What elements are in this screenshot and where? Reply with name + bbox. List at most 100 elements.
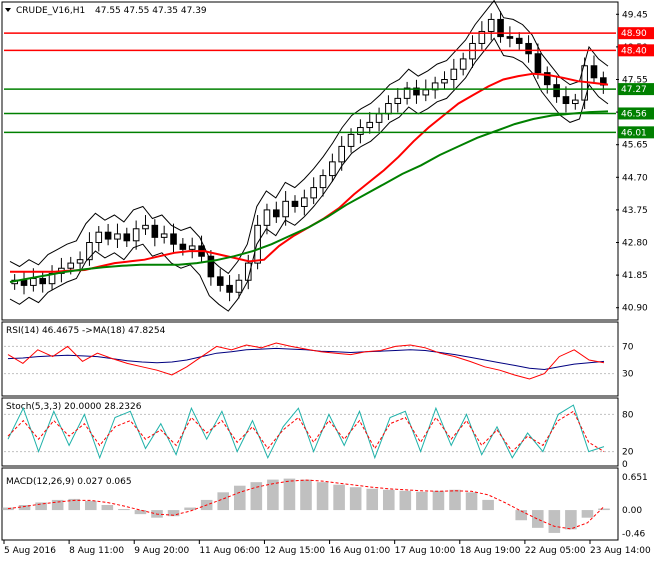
macd-bar [51,499,64,511]
level-label: 48.40 [621,46,647,56]
symbol-label: CRUDE_V16,H1 [16,6,85,16]
candle-body [441,78,448,84]
macd-bar [84,500,97,511]
candle-body [515,37,523,44]
band-lower [9,37,609,312]
macd-plot: 0.651 0.00 -0.46 [2,473,648,539]
macd-bar [134,510,147,515]
candle-body [338,145,346,163]
candle-body [347,133,355,147]
price-tick-label: 41.85 [622,271,648,281]
candle-body [179,243,187,250]
macd-bar [68,498,81,511]
dropdown-arrow-icon[interactable] [5,8,11,12]
macd-bar [366,488,379,511]
candle-body [151,224,159,238]
level-label: 46.01 [621,128,647,138]
candle-body [478,30,486,44]
candle-body [459,58,467,70]
macd-bar [382,489,395,511]
candle-body [20,279,28,286]
candle-body [207,255,215,278]
level-label-bg [618,44,654,57]
candle-body [272,209,280,218]
time-tick-label: 17 Aug 10:00 [395,546,456,556]
candle-body [244,262,252,281]
candle-body [95,231,103,244]
time-tick-label: 16 Aug 01:00 [330,546,391,556]
level-label: 48.90 [621,29,647,39]
macd-bar [515,510,528,521]
price-tick-label: 49.45 [622,10,648,20]
macd-panel [1,467,619,541]
candle-body [450,68,458,80]
macd-bar [233,485,246,511]
candle-body [562,96,570,105]
macd-bar [283,478,296,511]
macd-bar [2,507,14,511]
price-tick-label: 45.65 [622,141,648,151]
macd-bar [18,505,31,511]
macd-bar [184,507,196,511]
macd-bar [531,510,544,528]
candle-body [553,84,560,98]
macd-bar [598,508,610,511]
candle-body [123,233,131,242]
candle-body [394,97,402,105]
candle-body [357,127,364,135]
rsi-label: RSI(14) 46.4675 ->MA(18) 47.8254 [6,326,166,336]
candle-body [497,18,504,38]
candle-body [104,231,112,240]
candle-body [160,233,168,238]
macd-bar [167,510,180,517]
macd-bar [449,489,461,511]
macd-bar [482,499,494,511]
candle-body [291,200,299,207]
macd-signal-line [7,479,605,530]
time-axis: 5 Aug 2016 8 Aug 11:00 9 Aug 20:00 11 Aug 0… [3,540,651,556]
stoch-tick-label: 0 [622,460,628,470]
time-tick-label: 12 Aug 15:00 [264,546,325,556]
level-label: 46.56 [621,109,647,119]
candle-body [590,65,598,79]
macd-bar [250,482,263,511]
macd-bar [101,505,114,511]
price-tick-label: 43.75 [622,206,648,216]
stoch-d-line [7,410,605,453]
candle-body [366,121,374,129]
time-tick-label: 8 Aug 11:00 [69,546,124,556]
candle-body [114,233,121,240]
candle-body [403,87,411,99]
macd-bar [300,479,312,511]
macd-bar [267,479,279,511]
level-label-bg [618,27,654,40]
rsi-line [7,342,605,380]
candle-body [254,224,261,264]
candle-body [30,278,37,286]
time-tick-label: 11 Aug 06:00 [199,546,260,556]
macd-bar [565,510,577,530]
macd-bar [432,490,445,511]
time-tick-label: 23 Aug 14:00 [590,546,651,556]
rsi-panel [1,321,619,397]
rsi-tick-label: 70 [622,342,634,352]
candle-body [319,175,327,189]
candle-body [86,242,93,261]
candle-body [235,279,243,293]
level-label-bg [618,107,654,120]
candle-body [525,42,532,55]
level-label-bg [618,126,654,139]
candle-body [39,278,47,285]
candle-body [216,276,224,286]
candle-body [329,161,336,177]
candle-body [301,197,308,207]
candle-body [188,245,196,250]
macd-bar [35,502,47,511]
candle-body [226,284,233,293]
candle-body [413,87,420,96]
candle-body [506,36,514,39]
candle-body [282,200,289,218]
macd-bar [333,484,345,511]
